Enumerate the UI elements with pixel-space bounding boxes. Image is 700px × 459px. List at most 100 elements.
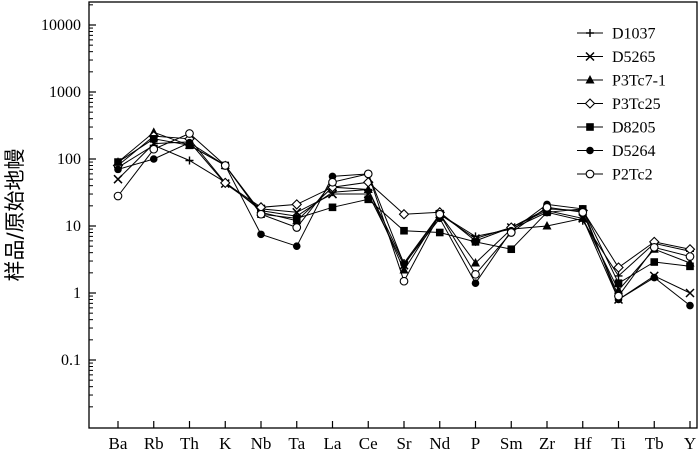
legend-marker: [585, 75, 595, 84]
x-tick-label: Th: [180, 434, 199, 453]
y-tick-label: 1: [73, 285, 81, 302]
legend-entry: D5265: [577, 49, 656, 66]
x-tick-label: Hf: [574, 434, 592, 453]
x-tick-label: Y: [684, 434, 696, 453]
legend-marker: [585, 51, 595, 62]
data-point: [650, 273, 659, 282]
legend-label: P2Tc2: [612, 167, 653, 184]
data-point: [613, 262, 624, 273]
legend-label: D8205: [612, 120, 656, 137]
legend-entry: D8205: [577, 120, 656, 137]
x-tick-label: Sm: [500, 434, 523, 453]
y-tick-label: 10000: [41, 17, 81, 34]
data-point: [399, 265, 409, 274]
data-point: [149, 144, 159, 154]
x-tick-label: K: [219, 434, 232, 453]
legend-entry: D5264: [577, 143, 656, 160]
data-point: [614, 291, 623, 301]
data-point: [328, 177, 337, 187]
legend-marker: [586, 146, 594, 155]
data-point: [185, 129, 194, 138]
data-point: [614, 271, 623, 280]
series-layer: [112, 127, 696, 310]
x-tick-label: Tb: [645, 434, 664, 453]
data-point: [363, 184, 373, 194]
x-tick-label: Rb: [144, 434, 164, 453]
x-tick-label: Zr: [539, 434, 555, 453]
legend-label: D5264: [612, 143, 656, 160]
legend-marker: [585, 169, 595, 179]
data-point: [363, 169, 373, 179]
data-point: [328, 172, 337, 181]
data-point: [257, 230, 265, 239]
data-point: [185, 156, 194, 165]
legend-entry: P2Tc2: [577, 167, 653, 184]
data-point: [507, 245, 516, 254]
data-point: [292, 223, 302, 232]
data-point: [185, 138, 194, 147]
x-tick-label: Nb: [251, 434, 272, 453]
x-tick-label: Ba: [109, 434, 128, 453]
data-point: [686, 301, 694, 310]
data-point: [113, 191, 123, 201]
legend-marker: [586, 123, 594, 131]
legend-entry: D1037: [577, 26, 656, 43]
data-point: [149, 155, 158, 163]
data-point: [471, 238, 480, 246]
x-tick-label: Nd: [429, 434, 450, 453]
data-point: [256, 209, 266, 219]
series-P3Tc25: [112, 130, 696, 273]
data-point: [291, 199, 303, 210]
data-point: [435, 228, 444, 237]
data-point: [649, 243, 659, 252]
legend-label: P3Tc25: [612, 96, 661, 113]
y-axis-label: 样品/原始地幔: [3, 148, 27, 281]
data-point: [578, 207, 588, 217]
data-point: [471, 269, 480, 279]
data-point: [471, 279, 480, 288]
legend-label: P3Tc7-1: [612, 73, 666, 90]
series-line: [117, 141, 691, 301]
data-point: [219, 177, 231, 189]
data-point: [364, 195, 373, 204]
y-tick-label: 0.1: [61, 352, 81, 369]
x-tick-label: Ta: [288, 434, 305, 453]
legend-label: D1037: [612, 26, 656, 43]
legend: D1037 D5265 P3Tc7-1 P3Tc25 D8205 D5264 P2Tc2: [577, 26, 666, 184]
data-point: [114, 165, 122, 174]
legend-entry: P3Tc25: [577, 96, 661, 113]
data-point: [650, 258, 659, 266]
series-line: [117, 135, 691, 269]
legend-marker: [584, 98, 596, 109]
plot-frame: [88, 1, 698, 429]
x-tick-label: Sr: [396, 434, 411, 453]
data-point: [542, 202, 552, 212]
data-point: [220, 161, 230, 170]
data-point: [435, 209, 445, 219]
x-tick-label: La: [324, 434, 342, 453]
data-point: [398, 208, 410, 220]
data-point: [543, 208, 551, 217]
series-P2Tc2: [113, 129, 695, 301]
y-tick-label: 1000: [49, 84, 81, 101]
data-point: [113, 174, 123, 184]
data-point: [471, 258, 480, 267]
data-point: [400, 260, 408, 268]
data-point: [400, 226, 408, 235]
legend-label: D5265: [612, 49, 656, 66]
data-point: [149, 135, 158, 143]
data-point: [685, 288, 695, 298]
legend-entry: P3Tc7-1: [577, 73, 666, 90]
data-point: [328, 203, 337, 212]
x-tick-label: P: [471, 434, 480, 453]
y-axis: 0.1 1 10 100 1000 10000: [41, 4, 96, 408]
legend-marker: [586, 29, 594, 37]
data-point: [399, 276, 409, 286]
data-point: [614, 279, 623, 288]
data-point: [506, 228, 516, 237]
data-point: [578, 213, 588, 222]
data-point: [685, 252, 695, 261]
x-axis: Ba Rb Th K Nb Ta La Ce Sr Nd P Sm Zr Hf Ti Tb Y: [109, 421, 696, 453]
